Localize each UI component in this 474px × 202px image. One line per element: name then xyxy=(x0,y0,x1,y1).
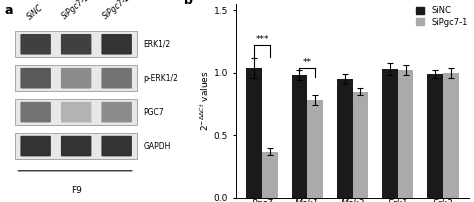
Text: PGC7: PGC7 xyxy=(143,108,164,117)
Text: p-ERK1/2: p-ERK1/2 xyxy=(143,74,178,83)
Text: b: b xyxy=(184,0,193,7)
FancyBboxPatch shape xyxy=(20,68,51,88)
FancyBboxPatch shape xyxy=(101,34,132,55)
Bar xyxy=(353,92,368,198)
FancyBboxPatch shape xyxy=(101,102,132,122)
Bar xyxy=(443,73,459,198)
Text: GAPDH: GAPDH xyxy=(143,142,171,150)
Bar xyxy=(262,152,278,198)
Bar xyxy=(382,69,398,198)
Bar xyxy=(246,68,262,198)
FancyBboxPatch shape xyxy=(61,102,91,122)
Text: a: a xyxy=(5,4,13,17)
FancyBboxPatch shape xyxy=(15,133,137,159)
FancyBboxPatch shape xyxy=(101,68,132,88)
FancyBboxPatch shape xyxy=(61,136,91,156)
Y-axis label: $2^{-\Delta\Delta Ct}$ values: $2^{-\Delta\Delta Ct}$ values xyxy=(199,71,211,131)
FancyBboxPatch shape xyxy=(15,65,137,91)
Bar xyxy=(427,74,443,198)
FancyBboxPatch shape xyxy=(20,136,51,156)
Legend: SiNC, SiPgc7-1: SiNC, SiPgc7-1 xyxy=(416,6,467,27)
FancyBboxPatch shape xyxy=(15,31,137,57)
Text: SiNC: SiNC xyxy=(26,3,46,21)
Text: ERK1/2: ERK1/2 xyxy=(143,40,171,49)
Text: SiPgc7-2: SiPgc7-2 xyxy=(101,0,132,21)
FancyBboxPatch shape xyxy=(20,102,51,122)
FancyBboxPatch shape xyxy=(15,99,137,125)
Bar xyxy=(307,100,323,198)
Bar xyxy=(292,75,307,198)
FancyBboxPatch shape xyxy=(101,136,132,156)
Text: ***: *** xyxy=(255,35,269,44)
FancyBboxPatch shape xyxy=(20,34,51,55)
Text: F9: F9 xyxy=(71,186,82,195)
Text: **: ** xyxy=(303,58,312,67)
Text: SiPgc7-1: SiPgc7-1 xyxy=(61,0,92,21)
Bar xyxy=(337,79,353,198)
FancyBboxPatch shape xyxy=(61,34,91,55)
FancyBboxPatch shape xyxy=(61,68,91,88)
Bar xyxy=(398,70,413,198)
